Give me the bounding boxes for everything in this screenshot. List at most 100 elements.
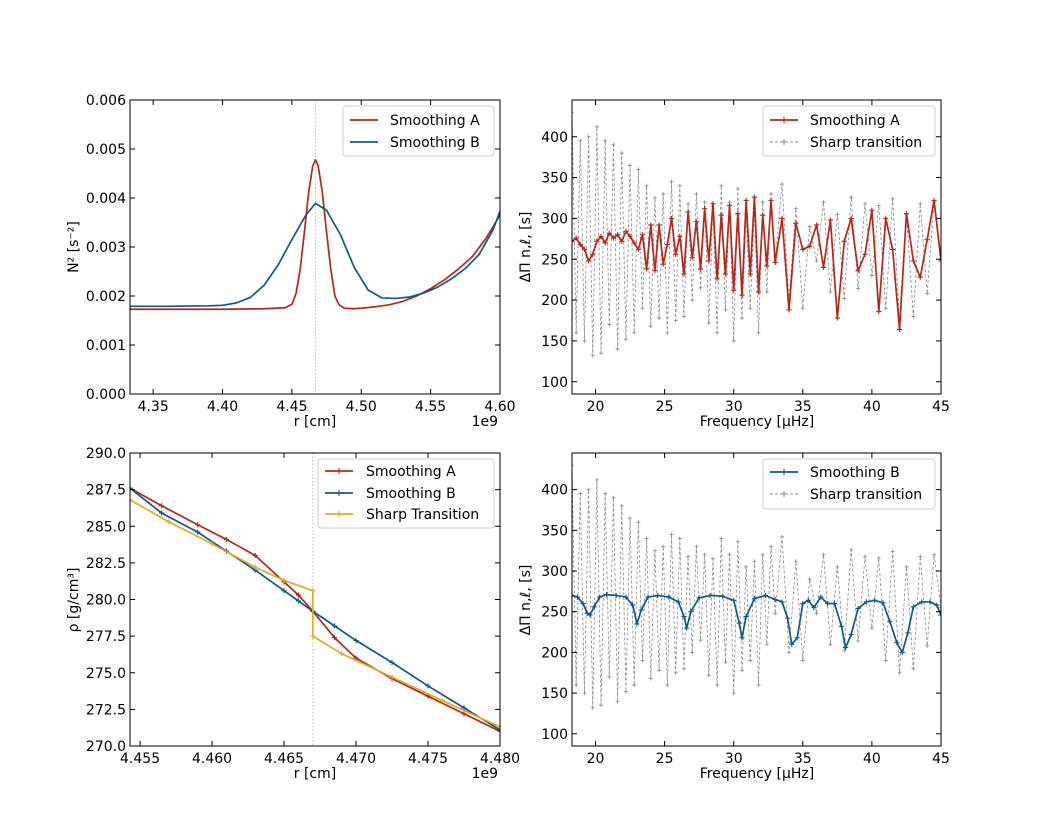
period-a-series-1-marker bbox=[665, 330, 670, 335]
rho-xtick-label: 4.475 bbox=[408, 751, 448, 767]
n2-series-0-line bbox=[130, 158, 500, 311]
period-a-xtick-label: 30 bbox=[725, 399, 743, 415]
period-b-series-1-marker bbox=[764, 642, 769, 647]
period-b-series-1-marker bbox=[731, 691, 736, 696]
period-b-series-0-marker bbox=[843, 644, 849, 651]
period-a-series-0-marker bbox=[590, 251, 596, 257]
period-a-series-0-marker bbox=[827, 217, 834, 223]
period-a-series-1-marker bbox=[828, 289, 833, 294]
period-b-series-1-marker bbox=[644, 536, 649, 541]
period-b-ylabel: ΔΠ n,ℓ, [s] bbox=[518, 565, 534, 636]
period-a-ytick-label: 150 bbox=[541, 334, 568, 350]
period-a-series-0-marker bbox=[931, 197, 937, 204]
period-a-series-1-marker bbox=[628, 163, 633, 168]
rho-series-0-marker bbox=[252, 552, 258, 559]
period-a-series-0-marker bbox=[702, 206, 708, 212]
period-b-series-1-marker bbox=[611, 495, 616, 500]
period-b-series-1-marker bbox=[607, 674, 612, 679]
period-b-ytick-label: 100 bbox=[541, 727, 568, 743]
rho-series-1-line bbox=[130, 487, 500, 731]
period-a-series-0-marker bbox=[689, 255, 695, 261]
n2-legend: Smoothing A Smoothing B bbox=[342, 105, 495, 157]
n2-xtick-label: 4.40 bbox=[207, 399, 238, 415]
period-b-series-1-marker bbox=[849, 547, 854, 552]
period-a-series-0-marker bbox=[722, 271, 729, 277]
period-b-series-layer bbox=[572, 463, 941, 710]
period-a-series-1-marker bbox=[619, 151, 624, 156]
rho-series-1-marker bbox=[353, 637, 359, 644]
period-a-series-1-marker bbox=[918, 201, 923, 206]
period-b-series-1-marker bbox=[769, 544, 774, 549]
period-a-series-1-marker bbox=[702, 200, 707, 205]
period-a-series-1-marker bbox=[793, 206, 798, 211]
n2-ytick-label: 0.006 bbox=[86, 93, 126, 109]
period-a-series-0-marker bbox=[751, 194, 758, 200]
period-a-series-0-marker bbox=[735, 210, 741, 217]
period-a-series-1-marker bbox=[698, 285, 703, 290]
rho-series-2-marker bbox=[310, 588, 316, 594]
period-b-series-0-marker bbox=[584, 610, 590, 616]
period-b-series-1-marker bbox=[932, 552, 937, 557]
period-a-xtick-label: 35 bbox=[794, 399, 812, 415]
rho-series-1-marker bbox=[425, 683, 431, 689]
rho-legend-marker bbox=[336, 511, 342, 517]
period-b-series-1-marker bbox=[883, 658, 888, 663]
rho-legend: Smoothing A Smoothing B Sharp Transition bbox=[317, 458, 495, 529]
rho-series-1-marker bbox=[159, 510, 165, 516]
period-a-series-1-marker bbox=[582, 338, 587, 343]
rho-series-2-marker bbox=[439, 697, 446, 704]
period-b-series-1-marker bbox=[897, 670, 902, 675]
rho-series-2-marker bbox=[339, 651, 345, 657]
period-a-series-0-marker bbox=[697, 266, 704, 272]
rho-ytick-label: 287.5 bbox=[86, 483, 126, 499]
period-b-xtick-label: 25 bbox=[656, 751, 674, 767]
period-a-ytick-label: 100 bbox=[541, 375, 568, 391]
period-b-series-0-marker bbox=[731, 597, 737, 603]
period-a-series-1-marker bbox=[669, 179, 674, 184]
period-b-series-1-marker bbox=[648, 676, 653, 681]
period-a-series-0-marker bbox=[764, 263, 770, 269]
period-a-series-0-marker bbox=[710, 201, 716, 207]
period-a-series-0-marker bbox=[572, 238, 575, 244]
period-a-series-1-marker bbox=[800, 306, 805, 311]
period-b-series-0-marker bbox=[623, 594, 629, 600]
period-b-legend-label-a: Smoothing B bbox=[810, 465, 900, 481]
n2-legend-label-a: Smoothing A bbox=[390, 113, 480, 129]
period-b-legend-label-b: Sharp transition bbox=[810, 487, 922, 503]
period-a-series-1-marker bbox=[731, 338, 736, 343]
period-b-series-0-marker bbox=[789, 641, 795, 647]
rho-legend-label-b: Smoothing B bbox=[366, 486, 456, 502]
period-a-series-0-marker bbox=[714, 276, 720, 282]
period-b-series-0-marker bbox=[800, 600, 806, 607]
period-a-xlabel: Frequency [μHz] bbox=[700, 414, 814, 430]
period-a-series-1-marker bbox=[764, 289, 769, 294]
period-b-series-1-marker bbox=[661, 544, 666, 549]
period-b-legend-marker bbox=[781, 469, 787, 475]
n2-ytick-label: 0.001 bbox=[86, 338, 126, 354]
period-a-series-1-marker bbox=[706, 320, 711, 325]
period-b-series-0-marker bbox=[794, 635, 800, 641]
period-b-series-1-marker bbox=[793, 559, 798, 564]
period-a-series-0-marker bbox=[862, 251, 868, 257]
period-b-series-0-marker bbox=[872, 597, 878, 603]
panel-period-b: 20 25 30 35 40 45 100 150 200 250 300 350 400 Freque… bbox=[518, 452, 950, 782]
n2-legend-box bbox=[342, 105, 495, 157]
n2-xtick-label: 4.45 bbox=[276, 399, 307, 415]
period-a-series-1-marker bbox=[735, 187, 740, 192]
period-a-series-1-marker bbox=[652, 196, 657, 200]
period-b-series-0-marker bbox=[831, 600, 838, 607]
period-b-series-0-marker bbox=[779, 599, 785, 605]
rho-ytick-label: 280.0 bbox=[86, 593, 126, 609]
rho-xtick-label: 4.470 bbox=[336, 751, 376, 767]
period-a-series-1-marker bbox=[644, 183, 649, 188]
period-b-series-0-marker bbox=[613, 592, 619, 599]
period-b-series-1-marker bbox=[780, 534, 785, 539]
period-a-series-0-marker bbox=[610, 235, 617, 241]
period-b-series-1-marker bbox=[800, 658, 805, 663]
period-b-series-0-marker bbox=[894, 640, 900, 646]
period-a-series-1-marker bbox=[578, 138, 583, 143]
period-a-series-0-line bbox=[572, 196, 941, 331]
period-b-series-1-marker bbox=[856, 639, 861, 644]
rho-xtick-label: 4.480 bbox=[480, 751, 520, 767]
period-a-series-1-marker bbox=[615, 347, 620, 352]
